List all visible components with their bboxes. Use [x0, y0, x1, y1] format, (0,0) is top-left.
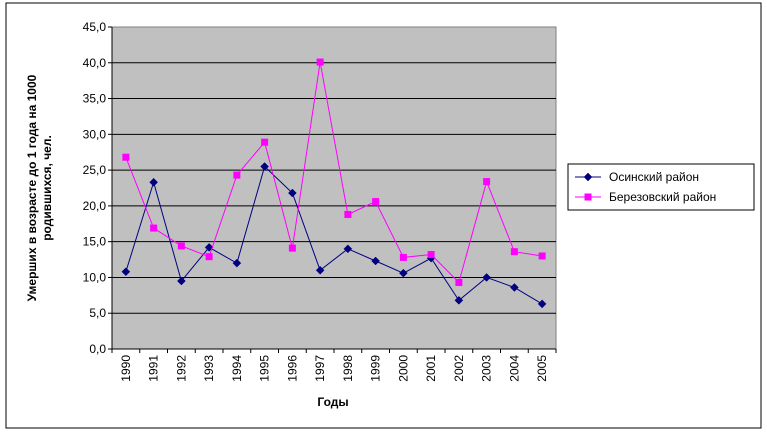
data-point [149, 177, 158, 187]
x-tick-label: 1995 [258, 355, 272, 382]
x-tick-label: 1997 [313, 355, 327, 382]
y-tick-label: 0,0 [89, 342, 106, 356]
series-layer [121, 58, 547, 309]
x-tick-label: 1990 [119, 355, 133, 382]
data-point [261, 138, 269, 146]
data-point [177, 276, 186, 286]
y-axis-title-line-2: родившихся, чел. [40, 135, 54, 241]
y-tick-label: 20,0 [83, 199, 107, 213]
legend: Осинский район Березовский район [567, 163, 755, 211]
data-point [399, 253, 407, 261]
x-tick-label: 2001 [424, 355, 438, 382]
data-point [538, 252, 546, 260]
series-1-line [125, 165, 543, 305]
data-point [343, 244, 353, 254]
y-tick-label: 10,0 [83, 270, 107, 284]
data-point [260, 162, 269, 171]
x-tick-label: 2005 [535, 355, 549, 382]
series-2 [122, 58, 546, 286]
y-tick-label: 45,0 [83, 20, 107, 34]
y-axis-title-line-1: Умерших в возрасте до 1 года на 1000 [25, 74, 39, 301]
y-axis-ticks: 0,0 5,0 10,0 15,0 20,0 25,0 30,0 35,0 40,0 45,0 [83, 20, 113, 356]
data-point [288, 188, 297, 198]
data-point [205, 253, 213, 261]
data-point [315, 265, 325, 275]
x-tick-label: 2003 [480, 355, 494, 382]
x-tick-label: 2000 [396, 355, 410, 382]
series-2-line [125, 61, 543, 284]
data-point [122, 153, 130, 161]
x-tick-label: 2004 [507, 355, 521, 382]
x-tick-label: 1998 [341, 355, 355, 382]
data-point [177, 242, 185, 250]
x-tick-label: 1991 [147, 355, 161, 382]
data-point [454, 295, 464, 305]
data-point [510, 283, 519, 292]
gridlines [112, 62, 556, 314]
x-tick-label: 1994 [230, 355, 244, 382]
x-axis-ticks: 1990 1991 1992 1993 1994 1995 1996 1997 1998 1999… [111, 348, 557, 382]
y-tick-label: 25,0 [83, 163, 107, 177]
legend-label: Осинский район [609, 170, 699, 184]
data-point [150, 224, 158, 232]
data-point [316, 58, 324, 66]
data-point [121, 267, 131, 277]
legend-marker [583, 172, 593, 182]
data-point [427, 251, 435, 259]
legend-marker [584, 193, 592, 201]
x-axis-title: Годы [317, 395, 348, 409]
y-axis-title: Умерших в возрасте до 1 года на 1000 род… [25, 74, 54, 301]
plot-area [111, 26, 557, 350]
x-tick-label: 1993 [202, 355, 216, 382]
data-point [455, 278, 463, 286]
data-point [344, 210, 352, 218]
y-tick-label: 5,0 [89, 306, 106, 320]
data-point [232, 258, 242, 268]
legend-box [567, 163, 755, 211]
x-tick-label: 2002 [452, 355, 466, 382]
data-point [482, 273, 491, 282]
data-point [233, 171, 241, 179]
data-point [537, 299, 547, 309]
series-1 [121, 162, 547, 309]
data-point [372, 198, 380, 206]
y-tick-label: 15,0 [83, 235, 107, 249]
x-tick-label: 1999 [369, 355, 383, 382]
legend-label: Березовский район [609, 190, 716, 204]
data-point [288, 244, 296, 252]
data-point [371, 256, 380, 266]
data-point [510, 248, 518, 256]
y-tick-label: 40,0 [83, 56, 107, 70]
y-tick-label: 30,0 [83, 127, 107, 141]
x-tick-label: 1992 [174, 355, 188, 382]
x-tick-label: 1996 [285, 355, 299, 382]
y-tick-label: 35,0 [83, 92, 107, 106]
data-point [483, 178, 491, 186]
data-point [399, 268, 408, 278]
